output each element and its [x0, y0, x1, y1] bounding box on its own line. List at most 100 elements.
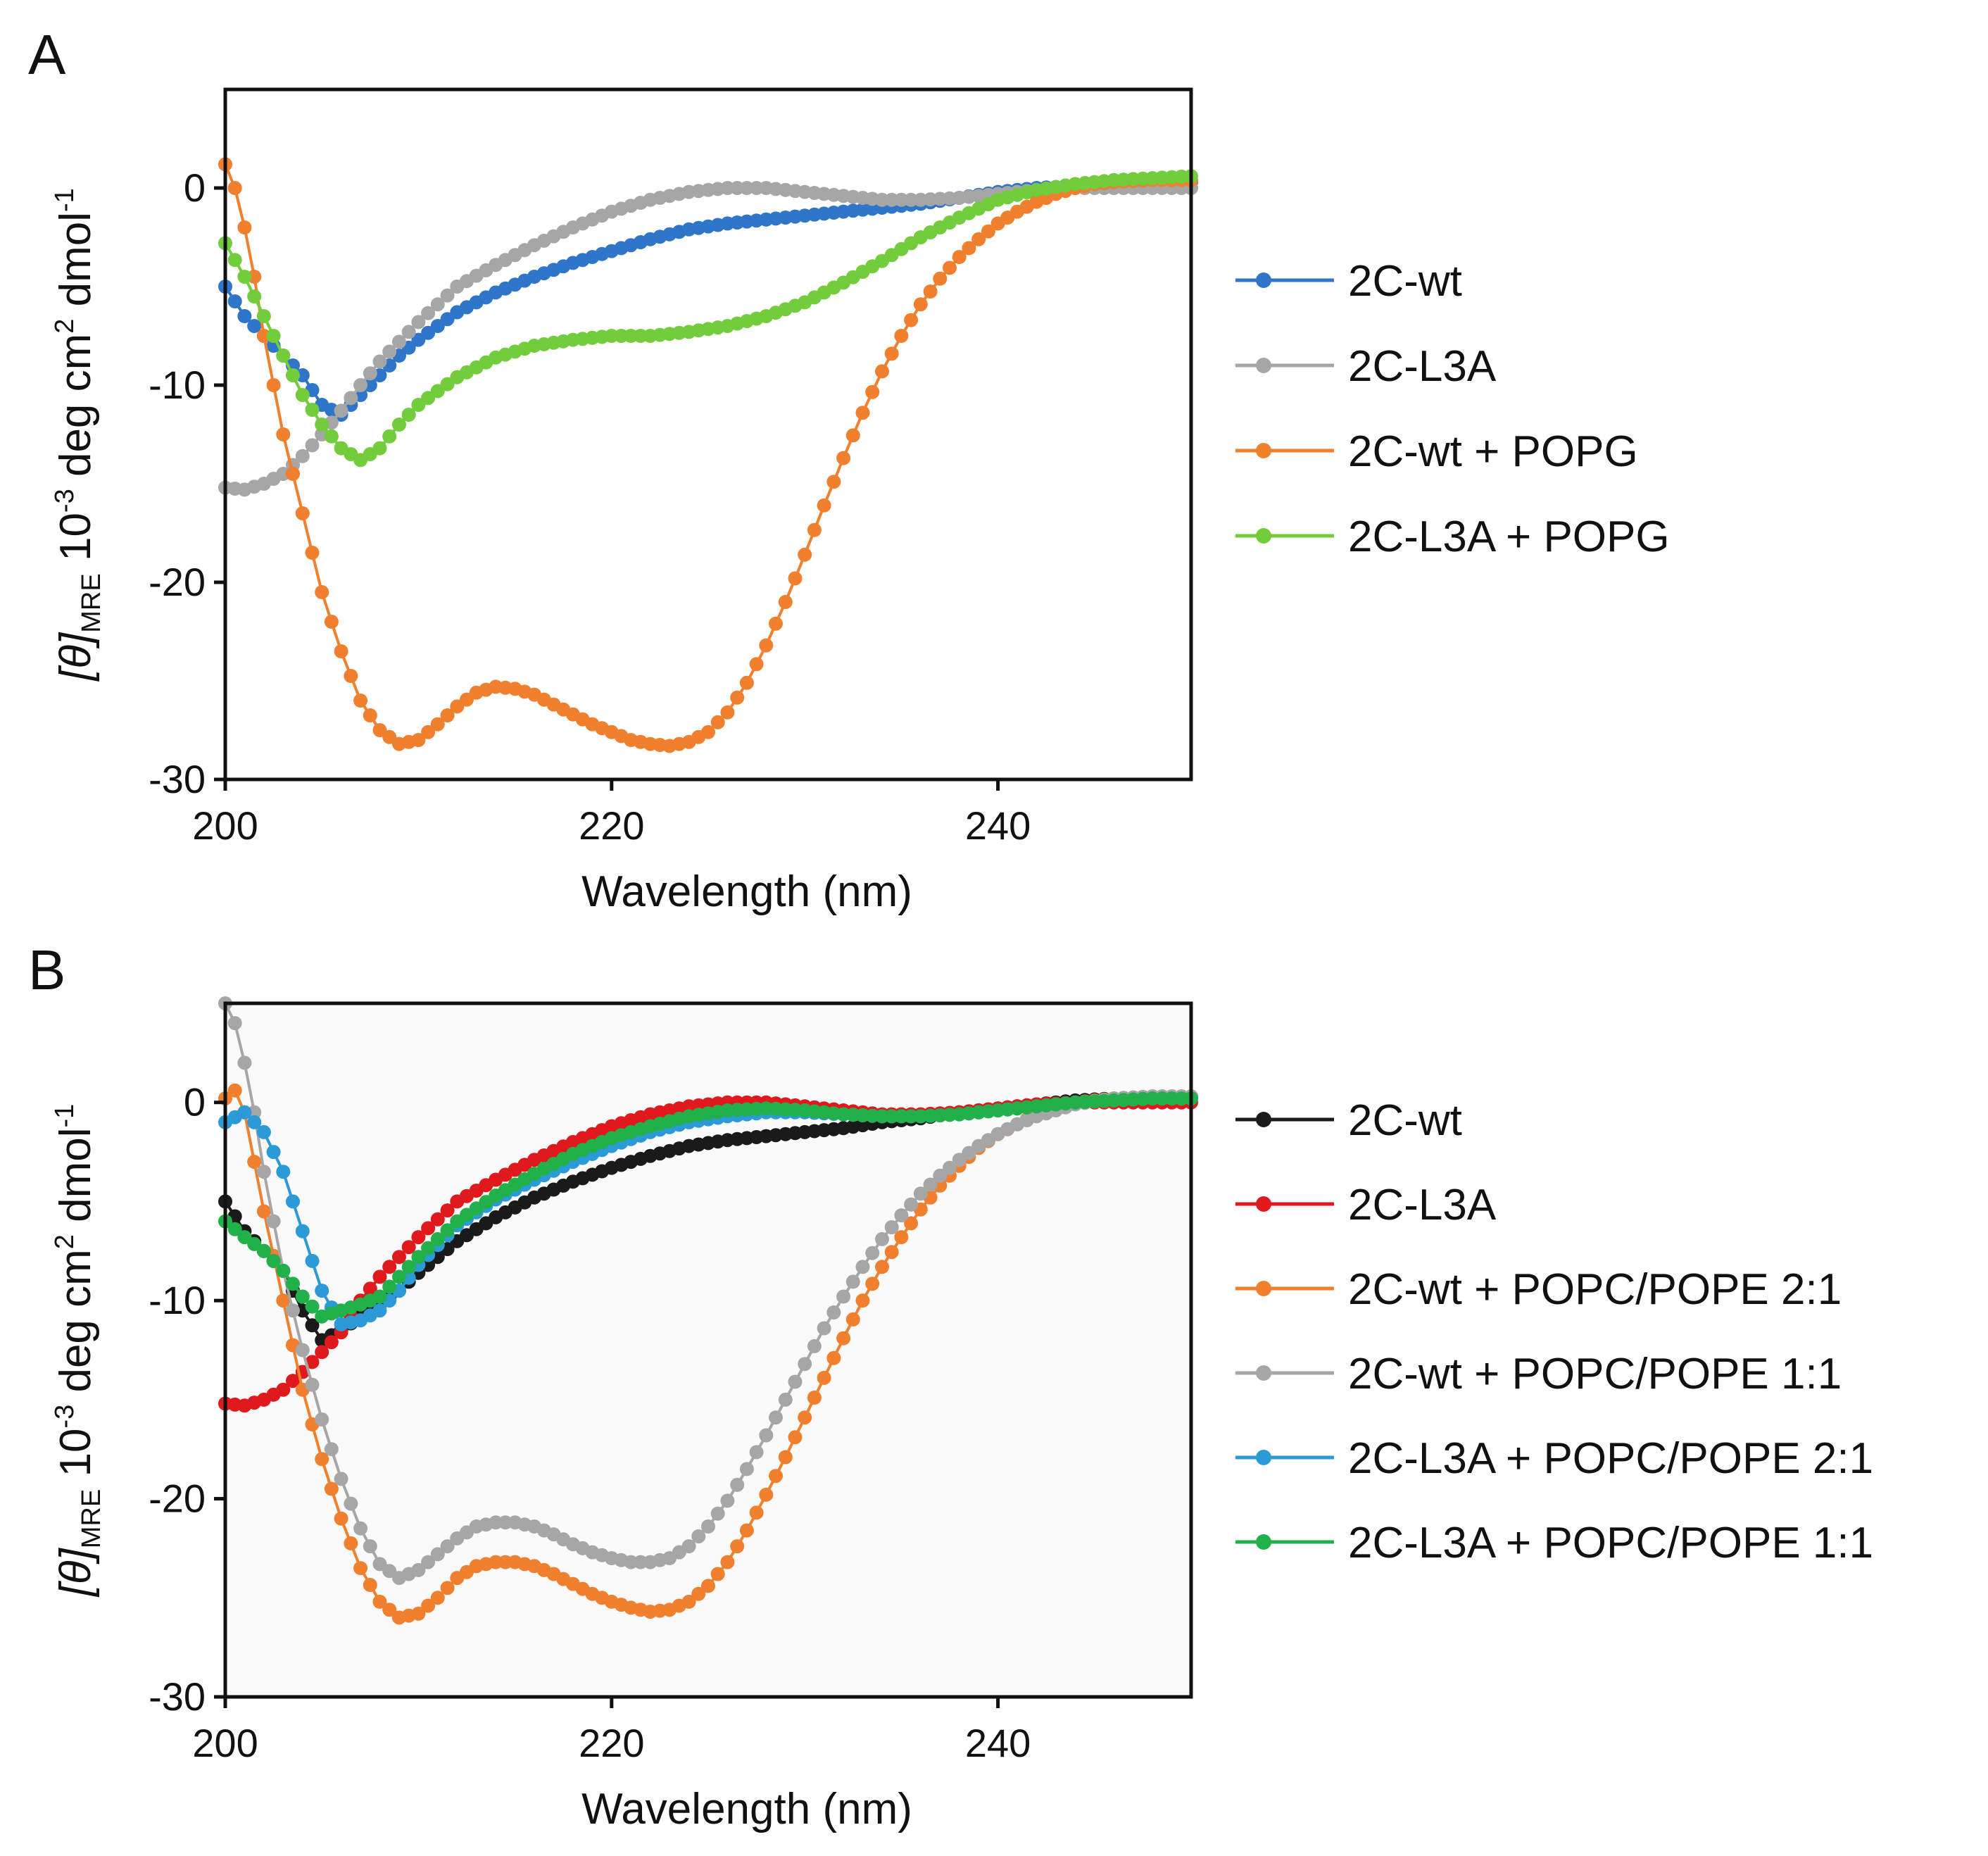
data-point [778, 595, 793, 609]
data-point [382, 344, 397, 359]
data-point [334, 1511, 348, 1526]
data-point [759, 638, 774, 653]
data-point [894, 1208, 909, 1223]
panel-label: A [28, 23, 66, 86]
data-point [1164, 1091, 1179, 1106]
ylabel-text: deg cm [51, 1249, 100, 1405]
legend-label: 2C-wt + POPG [1348, 427, 1638, 476]
legend-swatch-marker [1256, 1450, 1271, 1465]
data-point [295, 449, 310, 463]
ylabel-symbol: [θ] [51, 1547, 100, 1598]
data-point [344, 1496, 358, 1511]
data-point [788, 1430, 803, 1445]
y-tick-label: -10 [149, 1278, 206, 1322]
data-point [392, 1250, 406, 1265]
data-point [720, 1493, 735, 1508]
data-point [749, 1445, 764, 1460]
data-point [836, 1331, 851, 1346]
data-point [411, 733, 426, 747]
y-tick-label: 0 [184, 165, 206, 210]
data-point [807, 1391, 822, 1405]
data-point [624, 329, 638, 343]
data-point [788, 1374, 803, 1389]
data-point [430, 1212, 445, 1227]
data-point [913, 297, 928, 312]
data-point [845, 1274, 860, 1289]
data-point [247, 1115, 262, 1129]
data-point [276, 1165, 291, 1179]
data-point [1145, 1091, 1160, 1106]
x-tick-label: 200 [192, 803, 258, 848]
data-point [353, 378, 368, 392]
data-point [276, 1382, 291, 1397]
legend: 2C-wt 2C-L3A 2C-wt + POPG 2C-L3A + POPG [1235, 257, 1670, 561]
data-point [430, 1547, 445, 1562]
data-point [256, 1204, 271, 1219]
ylabel-superscript: -1 [50, 188, 80, 212]
data-point [372, 1594, 387, 1609]
data-point [759, 1487, 774, 1502]
data-point [382, 1279, 397, 1294]
data-point [701, 725, 715, 739]
data-point [276, 1293, 291, 1308]
data-point [904, 1109, 919, 1124]
data-point [691, 1529, 706, 1543]
ylabel-text: 10 [51, 513, 100, 573]
data-point [344, 1536, 358, 1550]
y-tick-label: -20 [149, 1476, 206, 1521]
data-point [498, 1515, 512, 1530]
data-point [353, 1521, 368, 1536]
data-point [286, 1277, 300, 1291]
data-point [769, 1469, 783, 1484]
data-point [720, 1555, 735, 1569]
data-point [749, 1505, 764, 1520]
data-point [884, 1220, 899, 1234]
data-point [372, 354, 387, 369]
data-point [237, 1230, 252, 1245]
data-point [353, 1561, 368, 1576]
data-point [286, 1374, 300, 1388]
data-point [904, 1197, 919, 1212]
data-point [962, 241, 976, 256]
data-point [344, 669, 358, 683]
data-point [634, 329, 648, 343]
data-point [401, 325, 416, 339]
data-point [227, 294, 242, 308]
y-tick-label: -30 [149, 757, 206, 801]
data-point [256, 1165, 271, 1179]
data-point [363, 708, 377, 722]
ylabel-subscript: MRE [77, 573, 106, 632]
data-point [788, 571, 803, 586]
data-point [305, 546, 320, 560]
data-point [836, 1289, 851, 1304]
data-point [237, 309, 252, 323]
data-point [884, 1109, 899, 1124]
y-axis-title: [θ]MRE 10-3 deg cm2 dmol-1 [50, 1104, 106, 1598]
legend-label: 2C-L3A + POPG [1348, 513, 1670, 561]
data-point [971, 232, 986, 246]
data-point [933, 271, 948, 286]
x-axis-title: Wavelength (nm) [581, 1785, 912, 1833]
data-point [382, 1260, 397, 1274]
data-point [730, 1539, 745, 1554]
data-point [720, 705, 735, 720]
series-3 [218, 157, 1198, 753]
x-axis-title: Wavelength (nm) [581, 867, 912, 916]
data-point [295, 1224, 310, 1239]
ylabel-text: 10 [51, 1429, 100, 1489]
data-point [894, 329, 909, 343]
legend-entry: 2C-L3A + POPG [1235, 513, 1670, 561]
data-point [923, 1177, 938, 1192]
data-point [498, 1555, 512, 1569]
data-point [440, 288, 455, 303]
data-point [933, 1168, 948, 1183]
data-point [489, 1555, 503, 1569]
data-point [807, 522, 822, 537]
data-point [749, 657, 764, 672]
ylabel-superscript: -1 [50, 1104, 80, 1128]
data-point [372, 1269, 387, 1284]
data-point [904, 1216, 919, 1231]
data-point [392, 1269, 406, 1284]
data-point [295, 368, 310, 382]
data-point [440, 1581, 455, 1595]
